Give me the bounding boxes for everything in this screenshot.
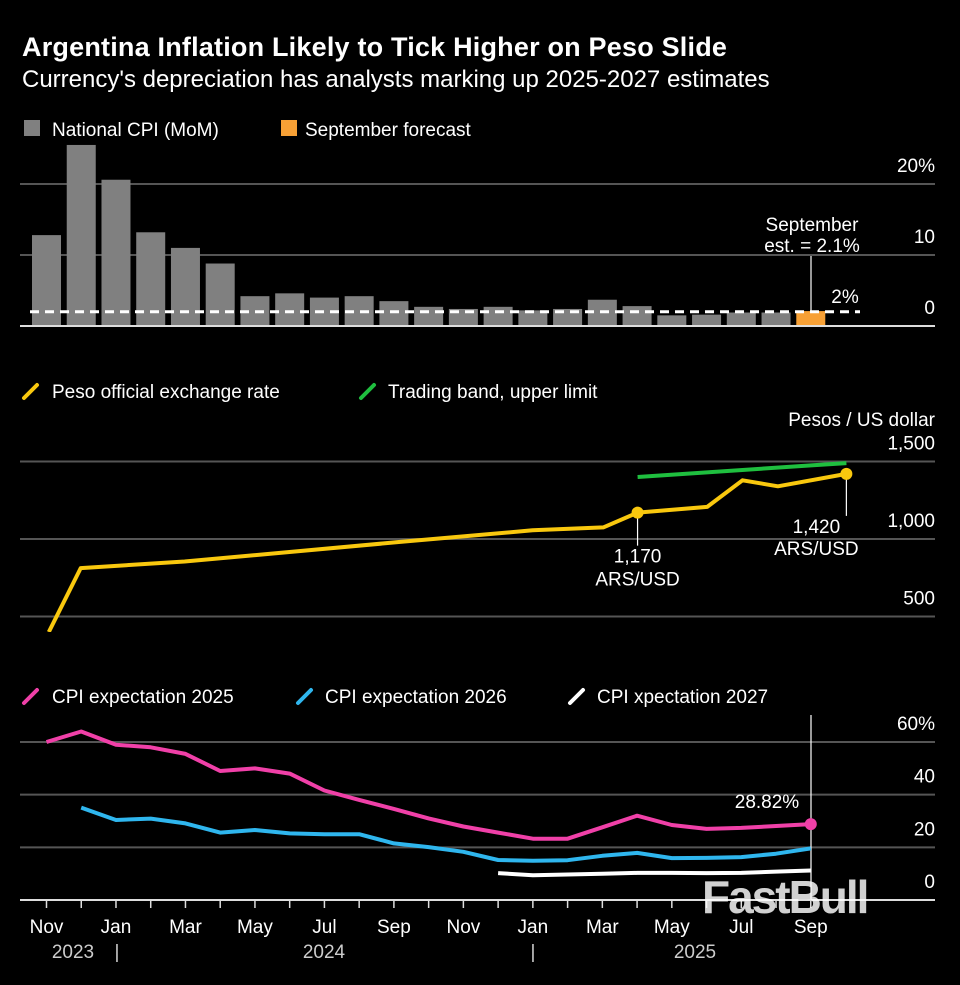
forecast-bar [796,311,826,326]
cpi-bar [275,293,305,326]
legend-icon-cpi-expectation [296,688,313,705]
fastbull-watermark-logo: FastBull [702,871,867,923]
year-label: 2024 [303,942,346,963]
cpi-bar [761,312,791,326]
exchange-rate-line [47,471,847,632]
y-axis-unit-label: Pesos / US dollar [788,410,935,431]
year-separator: | [115,942,120,963]
exchange-rate-marker [840,467,853,480]
y-tick-label: 1,000 [887,511,935,532]
y-tick-label: 60% [897,714,935,735]
x-tick-label: Sep [794,917,828,938]
y-tick-label: 20% [897,156,935,177]
cpi-bar [622,306,652,326]
legend-label-cpi-2027: CPI xpectation 2027 [597,687,768,708]
legend-label-cpi: National CPI (MoM) [52,120,219,141]
cpi-bar [379,301,409,326]
cpi-bar [205,263,235,326]
x-tick-label: Nov [30,917,64,938]
cpi-bar [692,314,722,326]
legend-icon-exchange-rate [22,383,39,400]
y-tick-label: 0 [924,298,935,319]
cpi-bar [726,312,756,326]
x-tick-label: Mar [169,917,202,938]
x-tick-label: Nov [446,917,480,938]
legend-label-trading-band: Trading band, upper limit [388,382,598,403]
year-label: 2025 [674,942,716,963]
x-tick-label: Jul [312,917,336,938]
end-value-label: 28.82% [735,792,800,813]
cpi-bar [170,247,200,326]
trading-band-line [637,461,847,479]
annotation-unit: ARS/USD [595,570,679,591]
x-tick-label: May [654,917,690,938]
legend-icon-cpi-expectation [22,688,39,705]
legend-label-cpi-2025: CPI expectation 2025 [52,687,234,708]
chart-subtitle: Currency's depreciation has analysts mar… [22,66,770,93]
legend-label-exchange-rate: Peso official exchange rate [52,382,280,403]
cpi-bar [101,179,131,326]
annotation-unit: ARS/USD [774,539,858,560]
legend-icon-cpi-expectation [568,688,585,705]
annotation-text: est. = 2.1% [764,236,860,257]
cpi-bar [66,144,96,326]
x-tick-label: Jan [518,917,549,938]
annotation-value: 1,170 [614,547,662,568]
y-tick-label: 20 [914,819,935,840]
chart-title: Argentina Inflation Likely to Tick Highe… [22,32,728,62]
x-tick-label: Sep [377,917,411,938]
x-tick-label: May [237,917,273,938]
cpi-bar [518,310,548,326]
y-tick-label: 1,500 [887,434,935,455]
cpi-bar [414,306,444,326]
cpi-expectation-line-2 [497,868,811,878]
legend-label-forecast: September forecast [305,120,472,141]
annotation-value: 1,420 [793,517,841,538]
x-tick-label: Jan [101,917,132,938]
x-tick-label: Jul [729,917,753,938]
cpi-expectation-line-1 [80,805,812,863]
legend-swatch-forecast [281,120,297,136]
y-tick-label: 10 [914,227,935,248]
cpi-expectation-line-0 [45,729,811,841]
exchange-rate-marker [631,506,644,519]
reference-line-label: 2% [831,287,859,308]
year-separator: | [531,942,536,963]
y-tick-label: 40 [914,767,935,788]
y-tick-label: 0 [924,872,935,893]
x-tick-label: Mar [586,917,619,938]
legend-swatch-cpi [24,120,40,136]
annotation-text: September [766,215,860,236]
legend-label-cpi-2026: CPI expectation 2026 [325,687,507,708]
cpi-2025-end-marker [804,818,817,831]
y-tick-label: 500 [903,589,935,610]
cpi-bar [657,315,687,326]
legend-icon-trading-band [359,383,376,400]
year-label: 2023 [52,942,94,963]
cpi-bar [483,306,513,326]
